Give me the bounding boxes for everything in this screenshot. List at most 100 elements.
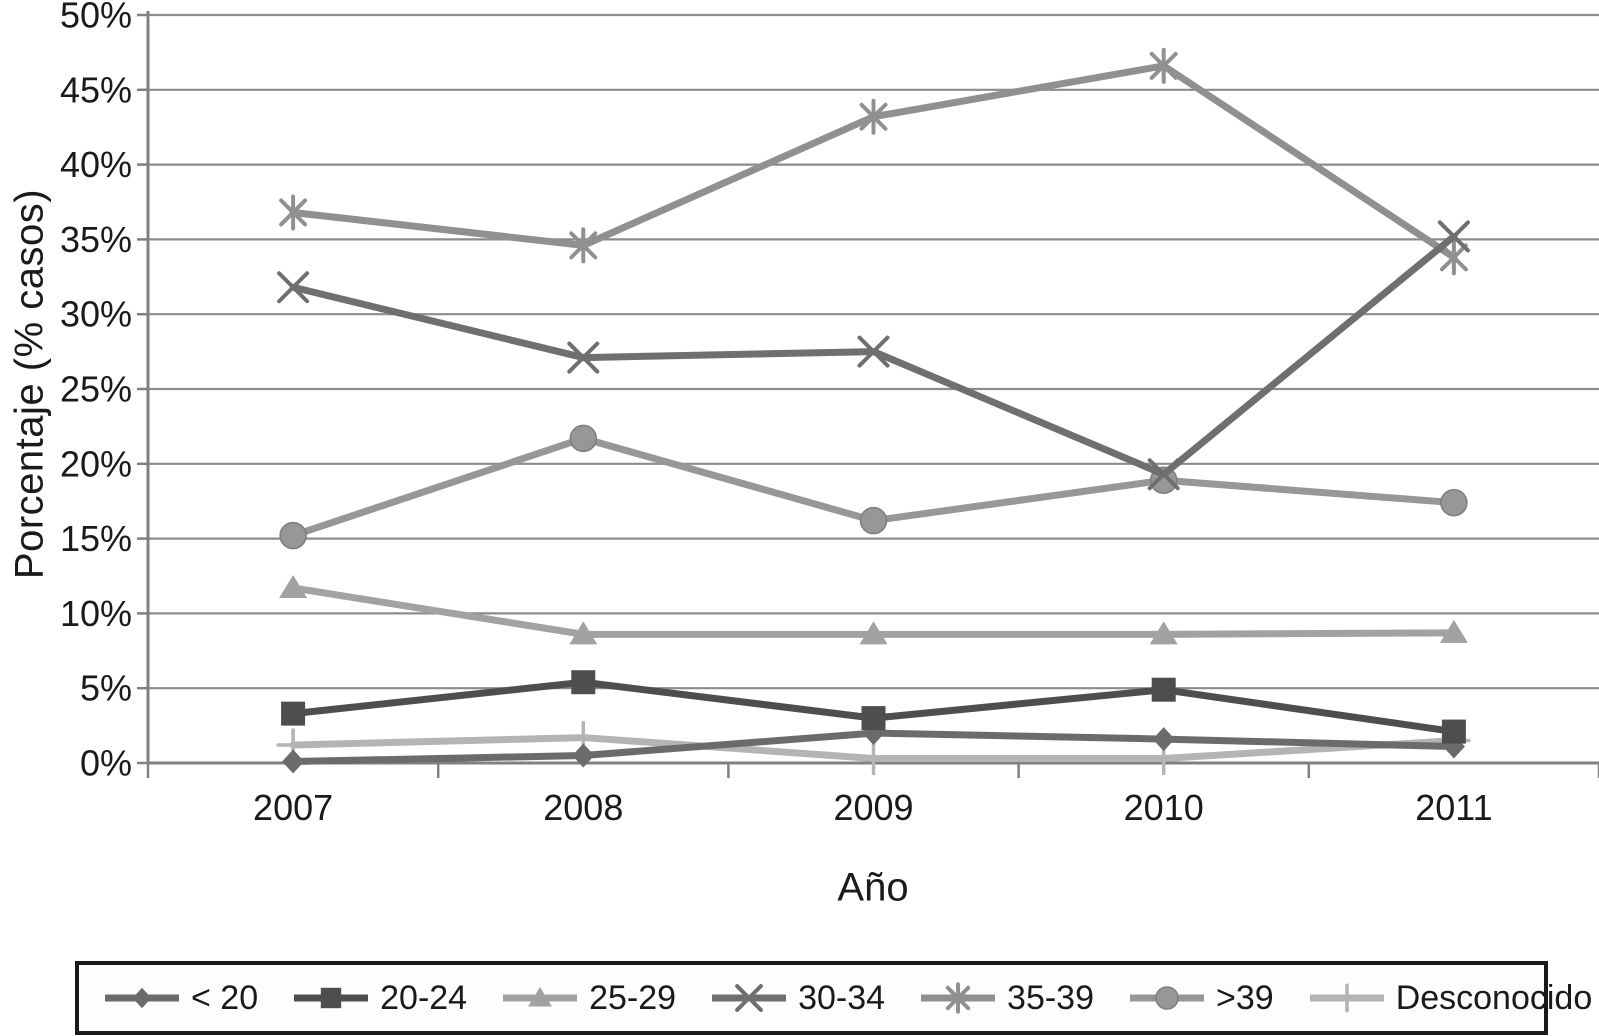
x-tick-label: 2010 xyxy=(1124,787,1204,828)
marker-shape xyxy=(132,987,152,1009)
series-line xyxy=(289,232,1458,478)
data-point-marker-x xyxy=(857,335,890,368)
legend-symbol-triangle xyxy=(503,986,578,1007)
y-tick-label: 50% xyxy=(60,0,132,36)
legend-label: 30-34 xyxy=(798,978,886,1017)
data-point-marker-x xyxy=(1437,220,1470,253)
series-35-39 xyxy=(279,47,1468,276)
marker-shape xyxy=(572,743,595,768)
marker-shape xyxy=(282,749,305,774)
legend-symbol-plus xyxy=(1309,983,1384,1013)
legend-marker xyxy=(528,986,552,1007)
data-point-marker-x xyxy=(567,341,600,374)
series-25-29 xyxy=(279,574,1468,645)
series-30-34 xyxy=(277,220,1470,491)
data-point-marker-triangle xyxy=(1439,619,1468,643)
legend-marker xyxy=(735,984,763,1012)
series-line xyxy=(289,62,1458,261)
data-point-marker-circle xyxy=(1155,986,1179,1010)
x-tick-label: 2007 xyxy=(253,787,333,828)
y-tick-label: 20% xyxy=(60,443,132,484)
marker-stroke xyxy=(735,984,763,1012)
data-point-marker-circle xyxy=(1440,488,1468,517)
marker-shape xyxy=(861,706,886,731)
y-tick-label: 45% xyxy=(60,69,132,110)
data-point-marker-circle xyxy=(569,424,598,453)
legend-marker xyxy=(1332,983,1362,1013)
data-point-marker-triangle xyxy=(1149,621,1178,645)
chart-legend: < 20 20-24 25-29 30-34 35-39 >39 Desconocido xyxy=(75,961,1592,1035)
legend-marker xyxy=(945,982,971,1014)
data-point-marker-diamond xyxy=(132,987,152,1009)
legend-marker xyxy=(1155,986,1179,1010)
data-point-marker-triangle xyxy=(279,574,308,598)
legend-symbol-square xyxy=(294,987,369,1009)
marker-shape xyxy=(859,506,888,535)
data-point-marker-square xyxy=(571,670,596,695)
y-tick-label: 0% xyxy=(80,743,132,784)
marker-shape xyxy=(1440,488,1468,517)
marker-shape xyxy=(1151,677,1176,702)
data-point-marker-asterisk xyxy=(569,227,598,264)
data-point-marker-diamond xyxy=(1152,727,1175,752)
data-point-marker-asterisk xyxy=(1149,47,1178,84)
legend-label: >39 xyxy=(1216,978,1274,1017)
x-tick-label: 2011 xyxy=(1415,787,1492,828)
legend-item: >39 xyxy=(1128,976,1274,1020)
x-axis-title: Año xyxy=(837,865,909,910)
legend-label: 20-24 xyxy=(380,978,468,1017)
data-point-marker-circle xyxy=(279,521,307,550)
data-point-marker-triangle xyxy=(569,621,598,645)
legend-item: 25-29 xyxy=(501,976,676,1020)
data-point-marker-x xyxy=(277,271,310,304)
series->39 xyxy=(279,424,1468,550)
series-20-24 xyxy=(281,670,1466,744)
legend-label: 25-29 xyxy=(589,978,677,1017)
marker-shape xyxy=(281,701,306,726)
marker-shape xyxy=(859,621,888,645)
y-tick-label: 5% xyxy=(80,668,132,709)
legend-symbol-circle xyxy=(1130,986,1204,1010)
legend-marker xyxy=(320,987,342,1009)
marker-shape xyxy=(1149,621,1178,645)
y-tick-label: 15% xyxy=(60,518,132,559)
data-point-marker-square xyxy=(320,987,342,1009)
marker-shape xyxy=(320,987,342,1009)
data-point-marker-square xyxy=(281,701,306,726)
legend-item: 30-34 xyxy=(710,976,885,1020)
data-point-marker-asterisk xyxy=(279,194,308,231)
marker-shape xyxy=(571,670,596,695)
legend-item: 35-39 xyxy=(919,976,1094,1020)
y-tick-label: 25% xyxy=(60,369,132,410)
marker-shape xyxy=(528,986,552,1007)
marker-stroke xyxy=(567,341,600,374)
data-point-marker-asterisk xyxy=(945,982,971,1014)
marker-shape xyxy=(569,621,598,645)
y-tick-label: 30% xyxy=(60,294,132,335)
data-point-marker-plus xyxy=(856,741,891,776)
legend-symbol-asterisk xyxy=(921,982,996,1014)
data-point-marker-square xyxy=(861,706,886,731)
data-point-marker-diamond xyxy=(282,749,305,774)
data-point-marker-square xyxy=(1441,719,1466,744)
data-point-marker-asterisk xyxy=(859,98,888,135)
data-point-marker-circle xyxy=(859,506,888,535)
x-tick-label: 2009 xyxy=(833,787,913,828)
marker-shape xyxy=(1152,727,1175,752)
legend-marker xyxy=(132,987,152,1009)
marker-stroke xyxy=(1437,220,1470,253)
data-point-marker-diamond xyxy=(572,743,595,768)
data-point-marker-plus xyxy=(1332,983,1362,1013)
data-point-marker-x xyxy=(735,984,763,1012)
legend-symbol-diamond xyxy=(105,987,179,1009)
marker-shape xyxy=(1155,986,1179,1010)
marker-stroke xyxy=(1147,458,1180,491)
legend-label: Desconocido xyxy=(1395,978,1593,1017)
marker-shape xyxy=(1441,719,1466,744)
marker-stroke xyxy=(857,335,890,368)
data-point-marker-square xyxy=(1151,677,1176,702)
y-tick-label: 40% xyxy=(60,144,132,185)
data-point-marker-x xyxy=(1147,458,1180,491)
